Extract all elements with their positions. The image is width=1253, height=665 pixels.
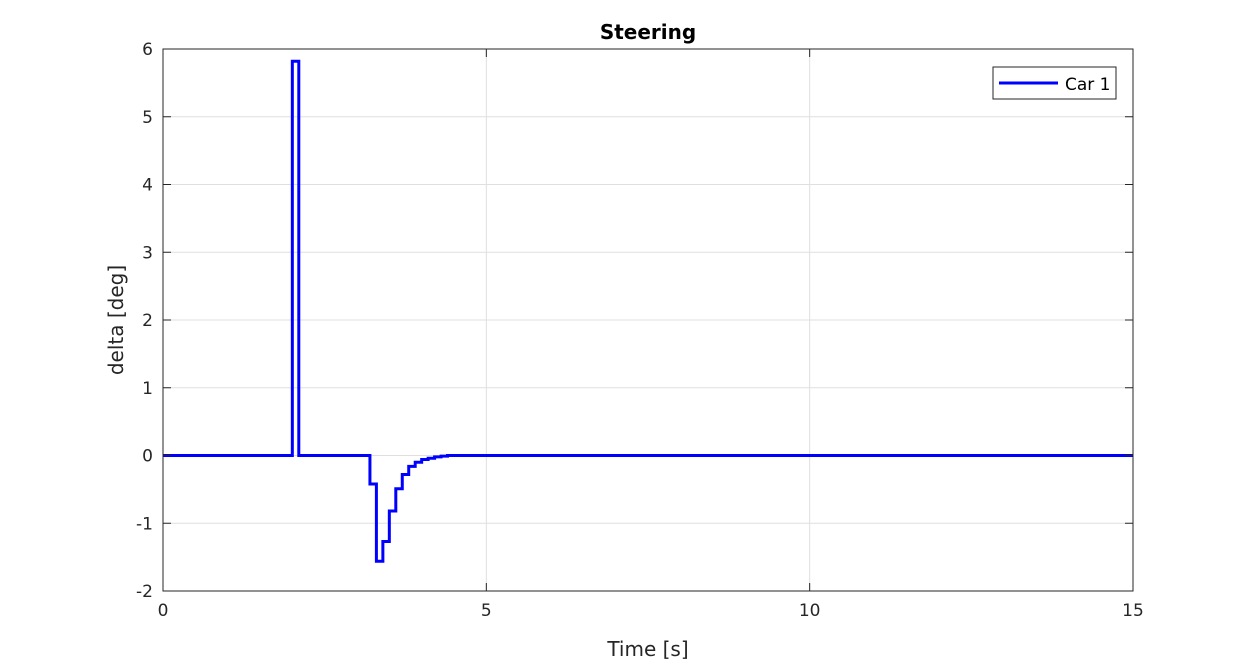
y-tick-label: -2: [136, 582, 153, 602]
y-tick-label: 5: [142, 108, 153, 128]
y-tick-label: 2: [142, 311, 153, 331]
legend: Car 1: [992, 66, 1117, 100]
y-tick-label: 1: [142, 379, 153, 399]
series-line-0: [163, 59, 1133, 563]
x-axis-label: Time [s]: [606, 637, 688, 661]
axis-ticks: 0 5 10 15 -2 -1 0 1 2 3 4 5 6: [136, 40, 1144, 621]
y-tick-label: 6: [142, 40, 153, 60]
x-tick-label: 5: [481, 601, 492, 621]
x-tick-label: 15: [1122, 601, 1144, 621]
y-axis-label: delta [deg]: [104, 265, 128, 375]
legend-label: Car 1: [1065, 75, 1111, 95]
y-tick-label: 3: [142, 243, 153, 263]
y-tick-label: 0: [142, 447, 153, 467]
series-layer: [163, 59, 1133, 563]
x-tick-label: 0: [158, 601, 169, 621]
x-tick-label: 10: [799, 601, 821, 621]
y-tick-label: -1: [136, 514, 153, 534]
y-tick-label: 4: [142, 176, 153, 196]
chart-title: Steering: [600, 20, 696, 44]
